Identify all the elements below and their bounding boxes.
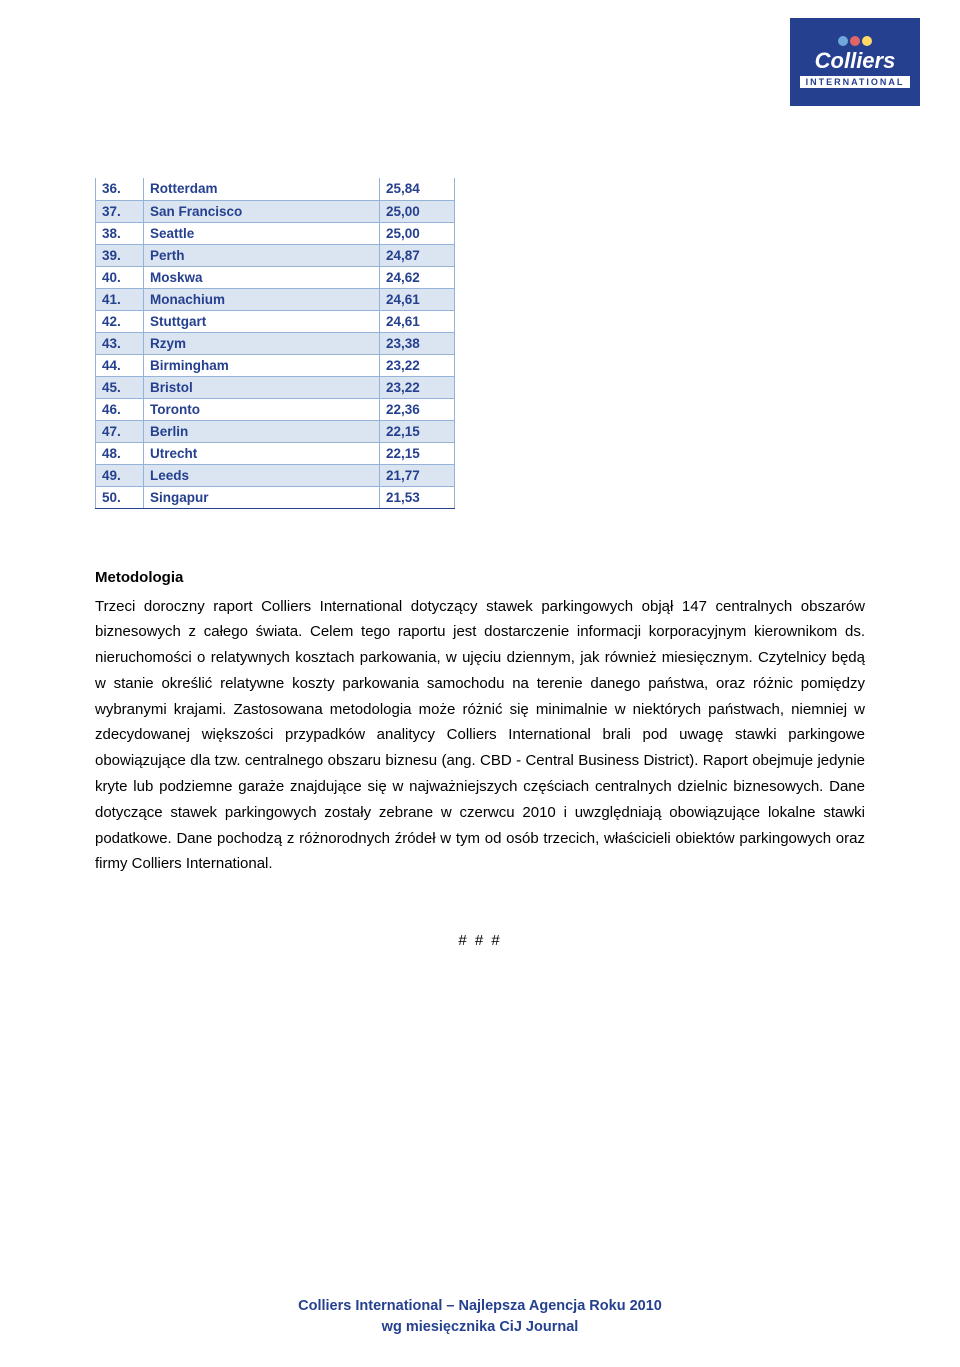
table-row: 48.Utrecht22,15: [96, 442, 455, 464]
table-row: 38.Seattle25,00: [96, 222, 455, 244]
city-cell: Toronto: [144, 398, 380, 420]
value-cell: 25,84: [380, 178, 455, 200]
rank-cell: 47.: [96, 420, 144, 442]
rank-cell: 44.: [96, 354, 144, 376]
logo-subtitle: INTERNATIONAL: [800, 76, 911, 88]
city-cell: Perth: [144, 244, 380, 266]
value-cell: 21,53: [380, 486, 455, 508]
value-cell: 25,00: [380, 200, 455, 222]
value-cell: 24,61: [380, 310, 455, 332]
rank-cell: 41.: [96, 288, 144, 310]
value-cell: 22,15: [380, 442, 455, 464]
city-cell: Singapur: [144, 486, 380, 508]
table-row: 40.Moskwa24,62: [96, 266, 455, 288]
rank-cell: 48.: [96, 442, 144, 464]
value-cell: 24,61: [380, 288, 455, 310]
table-row: 39.Perth24,87: [96, 244, 455, 266]
methodology-heading: Metodologia: [95, 569, 865, 586]
logo-dots: [838, 36, 872, 46]
rank-cell: 40.: [96, 266, 144, 288]
city-cell: Stuttgart: [144, 310, 380, 332]
rank-cell: 38.: [96, 222, 144, 244]
table-row: 47.Berlin22,15: [96, 420, 455, 442]
table-row: 45.Bristol23,22: [96, 376, 455, 398]
value-cell: 23,22: [380, 376, 455, 398]
value-cell: 23,22: [380, 354, 455, 376]
value-cell: 24,87: [380, 244, 455, 266]
value-cell: 24,62: [380, 266, 455, 288]
page-content: 36.Rotterdam25,8437.San Francisco25,0038…: [0, 0, 960, 949]
table-row: 41.Monachium24,61: [96, 288, 455, 310]
cities-table: 36.Rotterdam25,8437.San Francisco25,0038…: [95, 178, 455, 509]
city-cell: San Francisco: [144, 200, 380, 222]
rank-cell: 43.: [96, 332, 144, 354]
table-row: 42.Stuttgart24,61: [96, 310, 455, 332]
value-cell: 21,77: [380, 464, 455, 486]
table-row: 44.Birmingham23,22: [96, 354, 455, 376]
footer-line-2: wg miesięcznika CiJ Journal: [0, 1317, 960, 1337]
city-cell: Monachium: [144, 288, 380, 310]
city-cell: Birmingham: [144, 354, 380, 376]
separator-hashes: # # #: [95, 932, 865, 949]
city-cell: Leeds: [144, 464, 380, 486]
table-row: 36.Rotterdam25,84: [96, 178, 455, 200]
rank-cell: 45.: [96, 376, 144, 398]
city-cell: Moskwa: [144, 266, 380, 288]
rank-cell: 50.: [96, 486, 144, 508]
table-row: 37.San Francisco25,00: [96, 200, 455, 222]
table-row: 46.Toronto22,36: [96, 398, 455, 420]
city-cell: Berlin: [144, 420, 380, 442]
rank-cell: 42.: [96, 310, 144, 332]
city-cell: Bristol: [144, 376, 380, 398]
value-cell: 23,38: [380, 332, 455, 354]
value-cell: 22,15: [380, 420, 455, 442]
rank-cell: 49.: [96, 464, 144, 486]
city-cell: Seattle: [144, 222, 380, 244]
rank-cell: 39.: [96, 244, 144, 266]
table-row: 43.Rzym23,38: [96, 332, 455, 354]
rank-cell: 46.: [96, 398, 144, 420]
page-footer: Colliers International – Najlepsza Agenc…: [0, 1296, 960, 1337]
city-cell: Utrecht: [144, 442, 380, 464]
city-cell: Rotterdam: [144, 178, 380, 200]
logo-name: Colliers: [815, 48, 896, 74]
table-row: 49.Leeds21,77: [96, 464, 455, 486]
value-cell: 22,36: [380, 398, 455, 420]
rank-cell: 36.: [96, 178, 144, 200]
footer-line-1: Colliers International – Najlepsza Agenc…: [0, 1296, 960, 1316]
value-cell: 25,00: [380, 222, 455, 244]
rank-cell: 37.: [96, 200, 144, 222]
methodology-body: Trzeci doroczny raport Colliers Internat…: [95, 594, 865, 878]
table-row: 50.Singapur21,53: [96, 486, 455, 508]
colliers-logo: Colliers INTERNATIONAL: [790, 18, 920, 106]
city-cell: Rzym: [144, 332, 380, 354]
